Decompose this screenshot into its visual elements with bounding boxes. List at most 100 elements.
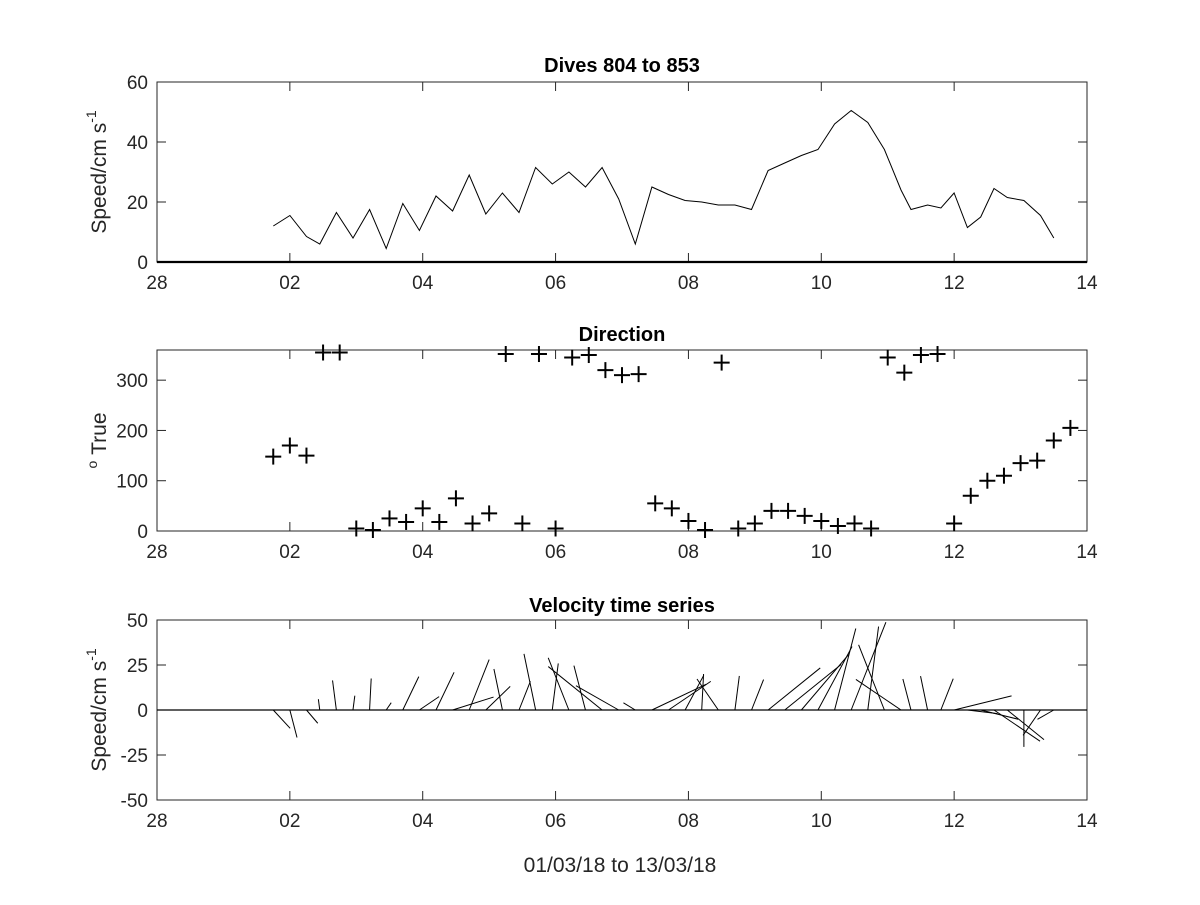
velocity-stick xyxy=(353,696,355,710)
direction-point xyxy=(714,355,730,371)
direction-point xyxy=(498,346,514,362)
direction-point xyxy=(1046,433,1062,449)
velocity-stick xyxy=(941,679,953,710)
direction-point xyxy=(697,522,713,538)
x-tick-label: 04 xyxy=(412,542,434,563)
direction-point xyxy=(813,513,829,529)
direction-point xyxy=(415,500,431,516)
velocity-stick xyxy=(524,654,536,710)
x-tick-label: 08 xyxy=(678,542,699,563)
velocity-stick xyxy=(903,679,911,710)
direction-point xyxy=(847,515,863,531)
velocity-stick xyxy=(752,680,764,710)
direction-point xyxy=(963,488,979,504)
y-tick-label: 0 xyxy=(137,253,148,274)
direction-point xyxy=(1062,420,1078,436)
velocity-stick xyxy=(548,667,602,710)
direction-point xyxy=(465,515,481,531)
direction-point xyxy=(514,515,530,531)
y-axis-label-text: Speed/cm s xyxy=(88,123,111,234)
y-axis-label: Speed/cm s-1 xyxy=(83,648,111,772)
direction-point xyxy=(631,366,647,382)
direction-point xyxy=(797,508,813,524)
direction-point xyxy=(332,345,348,361)
velocity-stick xyxy=(818,647,852,710)
speed-series-line xyxy=(273,111,1054,249)
figure-xlabel: 01/03/18 to 13/03/18 xyxy=(524,854,717,877)
y-tick-label: 50 xyxy=(127,611,148,632)
velocity-stick xyxy=(652,684,706,710)
x-tick-label: 08 xyxy=(678,811,699,832)
y-tick-label: 60 xyxy=(127,73,148,94)
x-tick-label: 04 xyxy=(412,273,434,294)
direction-point xyxy=(664,500,680,516)
direction-point xyxy=(896,365,912,381)
direction-point xyxy=(431,514,447,530)
direction-point xyxy=(979,473,995,489)
direction-point xyxy=(298,448,314,464)
x-tick-label: 02 xyxy=(279,542,300,563)
velocity-stick xyxy=(623,703,635,710)
x-tick-label: 10 xyxy=(811,542,832,563)
y-tick-label: 0 xyxy=(137,701,148,722)
x-tick-label: 10 xyxy=(811,273,832,294)
y-axis-label: Speed/cm s-1 xyxy=(83,110,111,234)
velocity-stick xyxy=(419,697,439,710)
y-tick-label: 300 xyxy=(116,371,148,392)
x-tick-label: 06 xyxy=(545,273,566,294)
y-tick-label: -25 xyxy=(121,746,148,767)
velocity-stick xyxy=(768,668,820,710)
velocity-stick xyxy=(386,703,391,710)
direction-point xyxy=(996,468,1012,484)
y-axis-label-superscript: -1 xyxy=(83,110,99,123)
direction-point xyxy=(946,515,962,531)
x-tick-label: 28 xyxy=(146,811,167,832)
y-axis-label-superscript: -1 xyxy=(83,648,99,661)
direction-point xyxy=(880,350,896,366)
velocity-stick xyxy=(519,681,530,710)
velocity-stick xyxy=(856,679,901,710)
chart-title: Velocity time series xyxy=(529,595,715,617)
x-tick-label: 06 xyxy=(545,542,566,563)
velocity-stick xyxy=(548,658,569,710)
velocity-stick xyxy=(370,679,372,710)
x-tick-label: 02 xyxy=(279,273,300,294)
y-tick-label: 20 xyxy=(127,193,148,214)
direction-point xyxy=(730,520,746,536)
velocity-stick xyxy=(868,627,879,710)
y-axis-label-text: True xyxy=(88,412,111,460)
y-tick-label: 100 xyxy=(116,472,148,493)
velocity-stick xyxy=(921,676,928,710)
velocity-stick xyxy=(994,710,1040,741)
x-tick-label: 14 xyxy=(1076,811,1098,832)
y-axis-label-text: Speed/cm s xyxy=(88,661,111,772)
y-axis-label: o True xyxy=(84,412,111,468)
direction-point xyxy=(265,449,281,465)
direction-point xyxy=(1029,453,1045,469)
velocity-stick xyxy=(273,710,290,728)
velocity-stick xyxy=(735,676,739,710)
direction-point xyxy=(830,518,846,534)
x-tick-label: 28 xyxy=(146,542,167,563)
direction-point xyxy=(597,362,613,378)
y-tick-label: 200 xyxy=(116,421,148,442)
direction-point xyxy=(448,490,464,506)
velocity-stick xyxy=(318,699,319,710)
y-tick-label: -50 xyxy=(121,791,148,812)
chart-title: Direction xyxy=(579,324,666,346)
velocity-stick xyxy=(835,628,856,710)
direction-point xyxy=(780,503,796,519)
x-tick-label: 14 xyxy=(1076,542,1098,563)
x-tick-label: 10 xyxy=(811,811,832,832)
direction-point xyxy=(680,513,696,529)
direction-point xyxy=(531,346,547,362)
velocity-stick xyxy=(469,660,489,710)
direction-point xyxy=(548,520,564,536)
velocity-stick xyxy=(954,696,1011,710)
x-tick-label: 12 xyxy=(944,273,965,294)
direction-point xyxy=(647,495,663,511)
direction-point xyxy=(913,347,929,363)
